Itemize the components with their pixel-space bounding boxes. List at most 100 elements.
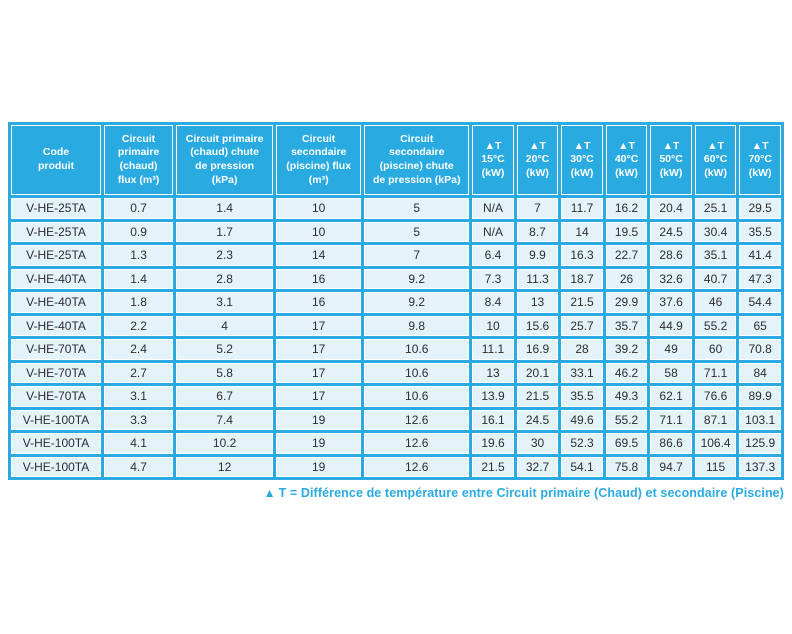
cell-circuit-primaire-flux: 4.7: [104, 456, 174, 477]
cell-circuit-secondaire-chute: 10.6: [364, 339, 470, 360]
cell-circuit-primaire-chute: 5.8: [176, 362, 274, 383]
cell-circuit-primaire-chute: 6.7: [176, 386, 274, 407]
cell-dt-60: 35.1: [694, 245, 737, 266]
column-header-circuit-secondaire-chute: Circuit secondaire (piscine) chute de pr…: [364, 125, 470, 195]
cell-circuit-primaire-chute: 5.2: [176, 339, 274, 360]
cell-dt-60: 60: [694, 339, 737, 360]
column-header-dt-60: ▲T 60°C (kW): [694, 125, 737, 195]
cell-dt-40: 55.2: [605, 409, 648, 430]
cell-circuit-secondaire-flux: 14: [276, 245, 362, 266]
column-header-circuit-secondaire-flux: Circuit secondaire (piscine) flux (m³): [276, 125, 362, 195]
triangle-icon: ▲: [263, 486, 276, 500]
cell-dt-20: 24.5: [516, 409, 559, 430]
cell-dt-40: 35.7: [605, 315, 648, 336]
column-header-dt-20: ▲T 20°C (kW): [516, 125, 559, 195]
cell-dt-30: 54.1: [561, 456, 603, 477]
cell-circuit-primaire-flux: 3.3: [104, 409, 174, 430]
delta-t-footnote: ▲ T = Différence de température entre Cir…: [8, 486, 784, 500]
cell-dt-30: 35.5: [561, 386, 603, 407]
cell-code-produit: V-HE-100TA: [11, 409, 102, 430]
cell-dt-20: 20.1: [516, 362, 559, 383]
cell-dt-50: 49: [650, 339, 692, 360]
cell-code-produit: V-HE-70TA: [11, 362, 102, 383]
cell-circuit-secondaire-flux: 10: [276, 198, 362, 219]
cell-circuit-secondaire-chute: 10.6: [364, 362, 470, 383]
cell-dt-30: 18.7: [561, 268, 603, 289]
cell-circuit-secondaire-chute: 12.6: [364, 456, 470, 477]
cell-dt-15: 13.9: [472, 386, 514, 407]
table-row: V-HE-40TA 1.8 3.1 16 9.2 8.4 13 21.5 29.9 37.6 46 5…: [11, 292, 781, 313]
cell-code-produit: V-HE-25TA: [11, 245, 102, 266]
table-row: V-HE-100TA 3.3 7.4 19 12.6 16.1 24.5 49.6 55.2 71…: [11, 409, 781, 430]
cell-circuit-secondaire-chute: 5: [364, 221, 470, 242]
cell-dt-50: 20.4: [650, 198, 692, 219]
cell-dt-20: 9.9: [516, 245, 559, 266]
cell-dt-40: 16.2: [605, 198, 648, 219]
table-row: V-HE-25TA 1.3 2.3 14 7 6.4 9.9 16.3 22.7 28.6 35.1…: [11, 245, 781, 266]
cell-dt-15: 7.3: [472, 268, 514, 289]
cell-circuit-secondaire-flux: 17: [276, 315, 362, 336]
cell-dt-20: 11.3: [516, 268, 559, 289]
spec-table: Code produit Circuit primaire (chaud) flu…: [8, 122, 784, 480]
table-row: V-HE-100TA 4.7 12 19 12.6 21.5 32.7 54.1 75.8 94.…: [11, 456, 781, 477]
cell-circuit-primaire-chute: 2.3: [176, 245, 274, 266]
cell-dt-15: 8.4: [472, 292, 514, 313]
cell-dt-40: 49.3: [605, 386, 648, 407]
table-header: Code produit Circuit primaire (chaud) flu…: [11, 125, 781, 195]
column-header-dt-30: ▲T 30°C (kW): [561, 125, 603, 195]
cell-dt-15: 10: [472, 315, 514, 336]
column-header-dt-50: ▲T 50°C (kW): [650, 125, 692, 195]
cell-dt-15: 6.4: [472, 245, 514, 266]
cell-circuit-primaire-flux: 1.8: [104, 292, 174, 313]
cell-circuit-primaire-chute: 10.2: [176, 433, 274, 454]
cell-dt-15: N/A: [472, 221, 514, 242]
cell-dt-60: 87.1: [694, 409, 737, 430]
cell-dt-40: 75.8: [605, 456, 648, 477]
cell-circuit-secondaire-flux: 19: [276, 433, 362, 454]
cell-dt-50: 24.5: [650, 221, 692, 242]
cell-dt-40: 29.9: [605, 292, 648, 313]
cell-circuit-secondaire-chute: 10.6: [364, 386, 470, 407]
cell-circuit-secondaire-flux: 19: [276, 409, 362, 430]
cell-circuit-secondaire-flux: 17: [276, 339, 362, 360]
table-row: V-HE-40TA 1.4 2.8 16 9.2 7.3 11.3 18.7 26 32.6 40.…: [11, 268, 781, 289]
cell-dt-70: 29.5: [739, 198, 781, 219]
cell-dt-30: 52.3: [561, 433, 603, 454]
column-header-code-produit: Code produit: [11, 125, 102, 195]
cell-code-produit: V-HE-70TA: [11, 386, 102, 407]
cell-dt-50: 32.6: [650, 268, 692, 289]
cell-dt-50: 86.6: [650, 433, 692, 454]
cell-circuit-secondaire-chute: 9.8: [364, 315, 470, 336]
cell-dt-70: 137.3: [739, 456, 781, 477]
cell-dt-30: 49.6: [561, 409, 603, 430]
cell-dt-50: 44.9: [650, 315, 692, 336]
cell-dt-60: 30.4: [694, 221, 737, 242]
cell-circuit-secondaire-flux: 16: [276, 268, 362, 289]
cell-circuit-secondaire-flux: 16: [276, 292, 362, 313]
cell-dt-20: 8.7: [516, 221, 559, 242]
cell-dt-20: 7: [516, 198, 559, 219]
table-row: V-HE-70TA 2.7 5.8 17 10.6 13 20.1 33.1 46.2 58 71.…: [11, 362, 781, 383]
table-row: V-HE-25TA 0.9 1.7 10 5 N/A 8.7 14 19.5 24.5 30.4 35…: [11, 221, 781, 242]
cell-circuit-primaire-chute: 3.1: [176, 292, 274, 313]
footnote-text: T = Différence de température entre Circ…: [278, 486, 784, 500]
column-header-circuit-primaire-chute: Circuit primaire (chaud) chute de pressi…: [176, 125, 274, 195]
cell-circuit-primaire-chute: 4: [176, 315, 274, 336]
cell-circuit-primaire-chute: 12: [176, 456, 274, 477]
cell-dt-30: 11.7: [561, 198, 603, 219]
cell-dt-40: 26: [605, 268, 648, 289]
cell-dt-15: 13: [472, 362, 514, 383]
cell-circuit-secondaire-chute: 5: [364, 198, 470, 219]
cell-dt-40: 19.5: [605, 221, 648, 242]
cell-dt-20: 30: [516, 433, 559, 454]
table-row: V-HE-70TA 2.4 5.2 17 10.6 11.1 16.9 28 39.2 49 60 7…: [11, 339, 781, 360]
cell-dt-20: 15.6: [516, 315, 559, 336]
table-row: V-HE-70TA 3.1 6.7 17 10.6 13.9 21.5 35.5 49.3 62.…: [11, 386, 781, 407]
cell-dt-70: 65: [739, 315, 781, 336]
cell-dt-15: 11.1: [472, 339, 514, 360]
cell-code-produit: V-HE-100TA: [11, 433, 102, 454]
cell-dt-15: 16.1: [472, 409, 514, 430]
cell-dt-60: 46: [694, 292, 737, 313]
cell-code-produit: V-HE-40TA: [11, 315, 102, 336]
